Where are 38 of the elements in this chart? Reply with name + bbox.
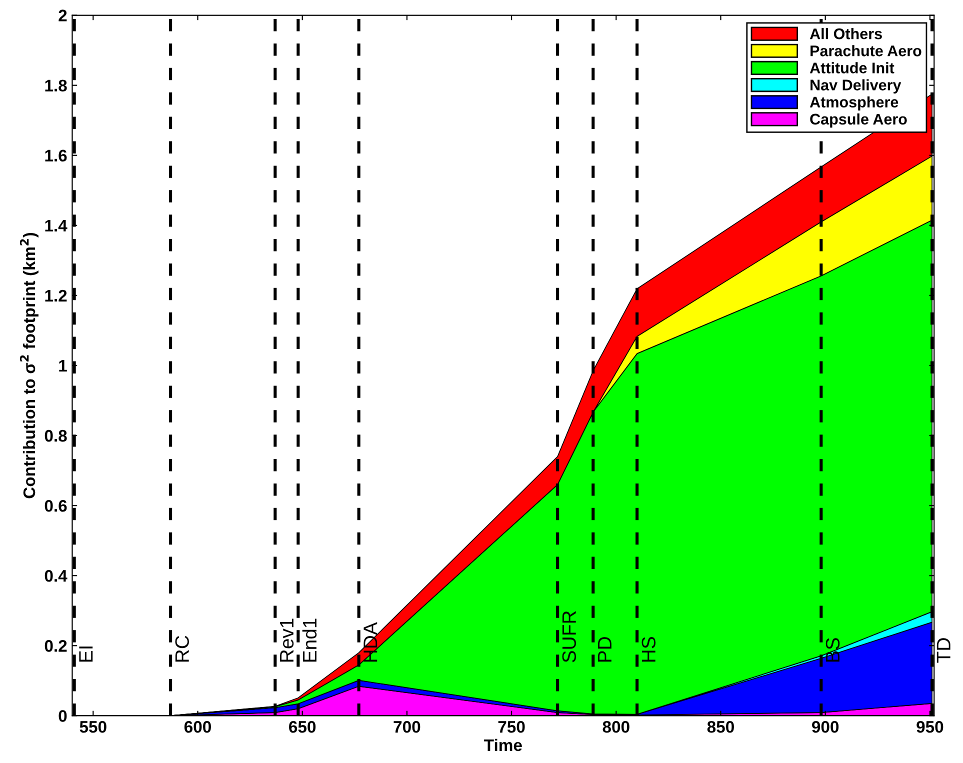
legend-label: Capsule Aero: [810, 113, 907, 128]
ref-line-label: RC: [175, 636, 190, 662]
ref-line-label: BS: [826, 638, 840, 662]
ref-line-label: SUFR: [562, 611, 576, 662]
x-axis-title: Time: [484, 738, 522, 752]
x-tick-label: 600: [184, 720, 211, 733]
x-tick-label: 550: [80, 720, 106, 733]
y-tick-label: 1.2: [45, 290, 67, 302]
y-tick-label: 1: [59, 360, 67, 372]
y-tick-label: 0.8: [44, 430, 67, 442]
x-tick-label: 800: [602, 720, 630, 733]
legend-label: All Others: [810, 28, 882, 40]
y-tick-label: 0.2: [44, 640, 67, 652]
legend-label: Nav Delivery: [810, 79, 902, 94]
ref-line-label: EI: [79, 646, 93, 662]
y-axis-title: Contribution to σ$^{2}$ footprint (km$^{2}$): [20, 232, 38, 498]
ref-line-label: PD: [598, 637, 612, 662]
x-tick-label: 650: [289, 720, 316, 733]
y-tick-label: 2: [58, 10, 67, 22]
ref-line-label: TD: [936, 638, 950, 663]
x-tick-label: 950: [916, 720, 944, 733]
legend-label: Attitude Init: [810, 62, 894, 74]
y-tick-label: 1.4: [45, 220, 68, 232]
ref-line-label: End1: [302, 618, 317, 662]
y-tick-label: 0.4: [44, 570, 68, 582]
y-tick-label: 0.6: [44, 500, 67, 512]
x-tick-label: 900: [812, 720, 839, 733]
ref-line-label: Rev1: [280, 618, 294, 662]
x-tick-label: 700: [394, 720, 420, 733]
legend-label: Parachute Aero: [810, 45, 922, 56]
legend-label: Atmosphere: [810, 96, 898, 111]
x-tick-label: 850: [707, 720, 734, 733]
ref-line-label: HDA: [364, 622, 378, 662]
ref-line-label: HS: [642, 637, 656, 662]
y-tick-label: 1.8: [45, 80, 67, 92]
x-tick-label: 750: [498, 720, 525, 733]
y-tick-label: 1.6: [45, 150, 67, 162]
y-tick-label: 0: [58, 710, 67, 722]
